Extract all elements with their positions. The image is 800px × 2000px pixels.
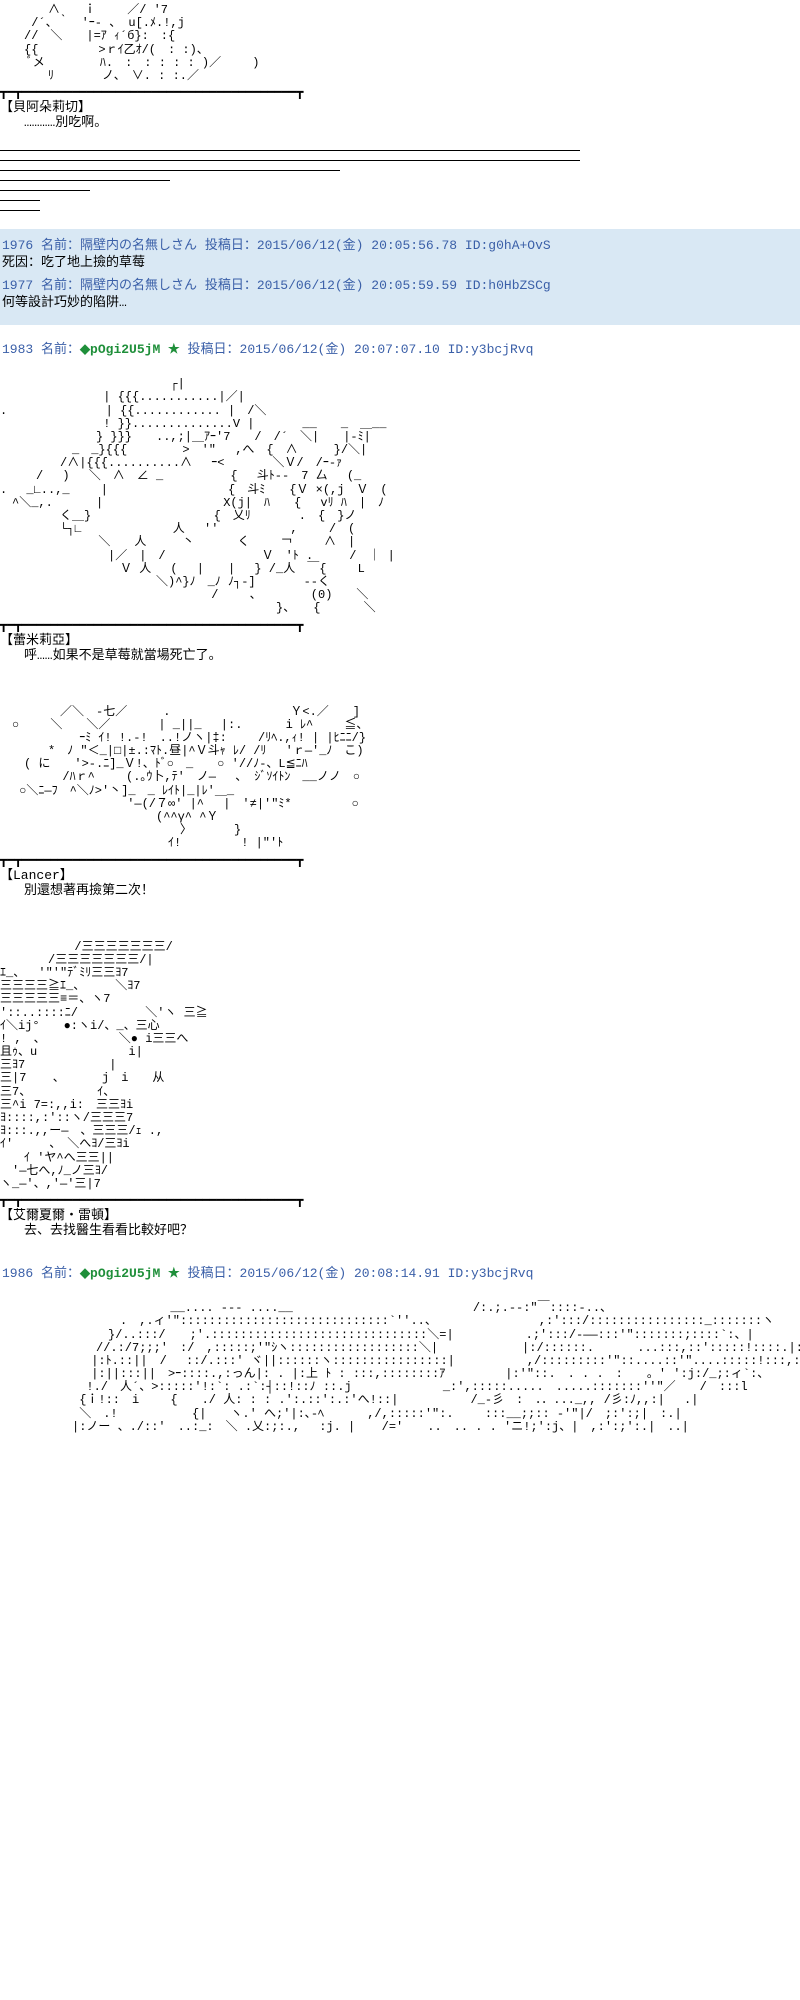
post-name: 名前： <box>41 1266 80 1281</box>
post-header-1976: 1976 名前：隔壁内の名無しさん 投稿日：2015/06/12(金) 20:0… <box>2 239 798 252</box>
post-header-1977: 1977 名前：隔壁内の名無しさん 投稿日：2015/06/12(金) 20:0… <box>2 279 798 292</box>
divider-4: ┳━┳━━━━━━━━━━━━━━━━━━━━━━━━━━━━━━━━━━━━━… <box>0 1195 800 1207</box>
char-line-1: …………別吃啊。 <box>24 116 800 129</box>
post-name: 名前：隔壁内の名無しさん <box>41 238 197 253</box>
rule-line <box>0 161 340 171</box>
char-line-3: 別還想著再撿第二次！ <box>24 884 800 897</box>
rule-line <box>0 141 580 151</box>
ascii-art-1: ∧ ｉ ／/ '7 /´、｀ 'ｰ- 、 u[.ﾒ.!,j // ＼ |=ｱ ｨ… <box>0 4 800 83</box>
divider-2: ┳━┳━━━━━━━━━━━━━━━━━━━━━━━━━━━━━━━━━━━━━… <box>0 620 800 632</box>
post-num: 1983 <box>2 342 33 357</box>
post-num: 1986 <box>2 1266 33 1281</box>
ascii-art-3: ／＼ -七／ . Ｙ<.／ ] ○ ＼ ＼／ | _||_ |:. i ﾚ^ ≦… <box>0 706 800 851</box>
char-label-3: 【Lancer】 <box>0 869 800 882</box>
post-name: 名前： <box>41 342 80 357</box>
post-num: 1976 <box>2 238 33 253</box>
post-meta: 投稿日：2015/06/12(金) 20:05:56.78 ID:g0hA+Ov… <box>205 238 551 253</box>
post-name: 名前：隔壁内の名無しさん <box>41 278 197 293</box>
ascii-art-2: ┌| | {{{...........|／| . | {{...........… <box>0 378 800 615</box>
highlighted-section: 1976 名前：隔壁内の名無しさん 投稿日：2015/06/12(金) 20:0… <box>0 229 800 325</box>
char-line-4: 去、去找醫生看看比較好吧？ <box>24 1224 800 1237</box>
rule-line <box>0 171 170 181</box>
char-label-4: 【艾爾夏爾・雷頓】 <box>0 1209 800 1222</box>
char-label-2: 【蕾米莉亞】 <box>0 634 800 647</box>
post-header-1986: 1986 名前：◆pOgi2U5jM ★ 投稿日：2015/06/12(金) 2… <box>2 1267 798 1280</box>
post-header-1983: 1983 名前：◆pOgi2U5jM ★ 投稿日：2015/06/12(金) 2… <box>2 343 798 356</box>
trip: ◆pOgi2U5jM ★ <box>80 342 180 357</box>
rule-line <box>0 181 90 191</box>
rule-line <box>0 191 40 201</box>
rule-line <box>0 201 40 211</box>
post-body-1976: 死因：吃了地上撿的草莓 <box>2 256 798 269</box>
rule-line <box>0 151 580 161</box>
post-num: 1977 <box>2 278 33 293</box>
ascii-art-5: __.... --- ....__ /:.;.-‐:"￣::::‐..、 . ,… <box>0 1302 800 1434</box>
divider-1: ┳━┳━━━━━━━━━━━━━━━━━━━━━━━━━━━━━━━━━━━━━… <box>0 87 800 99</box>
char-label-1: 【貝阿朵莉切】 <box>0 101 800 114</box>
post-body-1977: 何等設計巧妙的陷阱… <box>2 296 798 309</box>
post-meta: 投稿日：2015/06/12(金) 20:08:14.91 ID:y3bcjRv… <box>188 1266 534 1281</box>
rule-block <box>0 141 800 211</box>
char-line-2: 呼……如果不是草莓就當場死亡了。 <box>24 649 800 662</box>
ascii-art-4: /三三三三三三三/ /三三三三三三三/| ｴ_、 '"'"ﾃﾞﾐﾘ三三ﾖ7 三三… <box>0 941 800 1192</box>
post-meta: 投稿日：2015/06/12(金) 20:05:59.59 ID:h0HbZSC… <box>205 278 551 293</box>
divider-3: ┳━┳━━━━━━━━━━━━━━━━━━━━━━━━━━━━━━━━━━━━━… <box>0 855 800 867</box>
trip: ◆pOgi2U5jM ★ <box>80 1266 180 1281</box>
post-meta: 投稿日：2015/06/12(金) 20:07:07.10 ID:y3bcjRv… <box>188 342 534 357</box>
